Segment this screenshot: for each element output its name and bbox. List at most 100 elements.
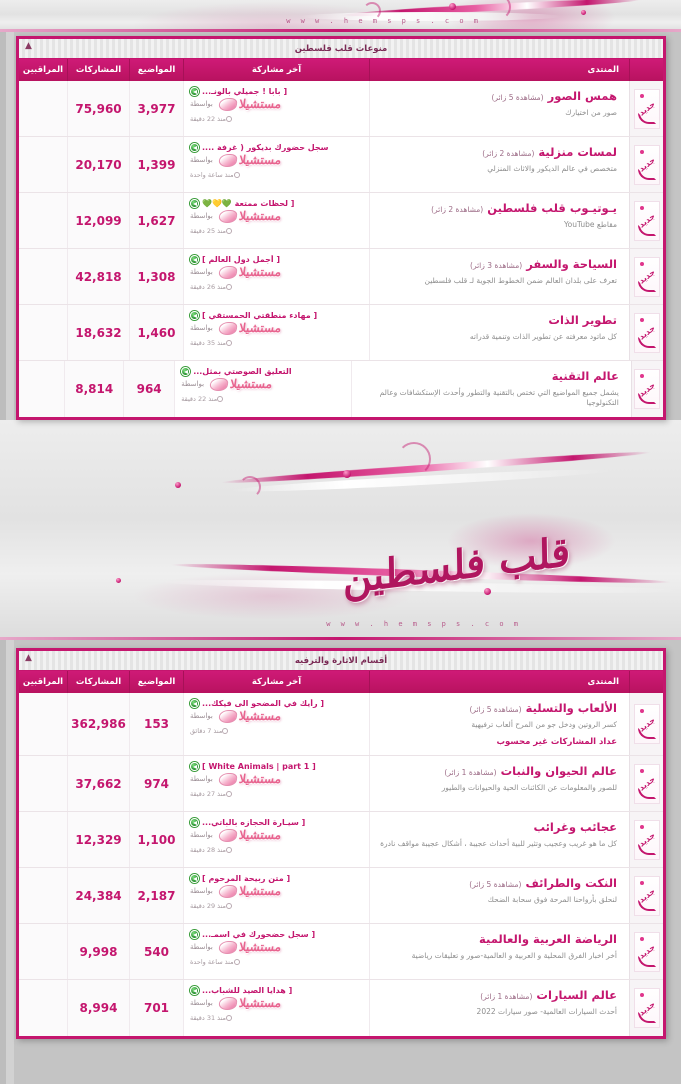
- topics-cell: 1,460: [129, 305, 183, 360]
- topics-cell: 701: [129, 980, 183, 1037]
- badge-dot: [639, 261, 644, 266]
- last-post-title[interactable]: [ رأيك في المضحو الى فيكك...: [202, 699, 325, 708]
- forum-description: أخر اخبار الفرق المحلية و العربية و العا…: [411, 950, 617, 960]
- forum-link[interactable]: عالم الحيوان والنبات (مشاهدة 1 زائر): [378, 764, 617, 780]
- last-post-username[interactable]: مستشيلا: [216, 265, 282, 279]
- last-post-title[interactable]: [ سيـارة الحجازه بالباتي...: [202, 818, 306, 828]
- forum-link[interactable]: لمسات منزلية (مشاهدة 2 زائر): [378, 145, 617, 161]
- forum-link[interactable]: تطوير الذات: [378, 313, 617, 329]
- last-post-title[interactable]: [ متن ربيحة المرحوم ]: [202, 874, 291, 884]
- last-post-username[interactable]: مستشيلا: [216, 153, 282, 167]
- header-forum[interactable]: المنتدى: [369, 671, 629, 693]
- collapse-icon[interactable]: ▲: [25, 653, 32, 663]
- last-post-title[interactable]: [ White Animals | part 1 ]: [202, 762, 316, 772]
- collapse-icon[interactable]: ▲: [25, 41, 32, 51]
- last-post-title-row: سجل حضورك بديكور ( غرفة ....: [190, 143, 361, 152]
- last-post-username[interactable]: مستشيلا: [207, 377, 273, 391]
- last-post-title[interactable]: سجل حضورك بديكور ( غرفة ....: [202, 143, 329, 152]
- new-posts-icon[interactable]: جديد: [633, 256, 660, 297]
- last-post-username[interactable]: مستشيلا: [216, 828, 282, 842]
- forum-link[interactable]: النكت والطرائف (مشاهدة 5 زائر): [378, 876, 617, 892]
- last-post-username[interactable]: مستشيلا: [216, 709, 282, 723]
- go-to-last-post-icon[interactable]: [190, 143, 199, 152]
- new-posts-icon[interactable]: جديد: [633, 144, 660, 185]
- new-posts-icon[interactable]: جديد: [633, 988, 660, 1029]
- topics-cell: 540: [129, 924, 183, 980]
- header-posts[interactable]: المشاركات: [67, 671, 129, 693]
- forum-status-cell: جديد: [629, 812, 663, 868]
- last-post-username[interactable]: مستشيلا: [216, 940, 282, 954]
- category-title-bar-2[interactable]: ▲ أقسام الاثارة والترفيه: [19, 651, 663, 671]
- last-post-title[interactable]: [ مهادء منطقتي الحمستقي ]: [202, 311, 318, 320]
- forum-link[interactable]: الألعاب والتسلية (مشاهدة 5 زائر): [378, 701, 617, 717]
- last-post-cell: [ رأيك في المضحو الى فيكك... بواسطة مستشيل…: [183, 693, 369, 756]
- last-post-username[interactable]: مستشيلا: [216, 209, 282, 223]
- last-post-title[interactable]: [ لحظات ممتعة 💚💛💚: [202, 199, 295, 208]
- forum-link[interactable]: يـوتيـوب قلب فلسطين (مشاهدة 2 زائر): [378, 201, 617, 217]
- forum-description: متخصص في عالم الديكور والاثاث المنزلي: [487, 163, 617, 173]
- last-post-time-text: منذ 25 دقيقة: [190, 227, 227, 235]
- go-to-last-post-icon[interactable]: [190, 874, 199, 884]
- forum-link[interactable]: عالم السيارات (مشاهدة 1 زائر): [378, 988, 617, 1004]
- forum-rows-2: جديد الألعاب والتسلية (مشاهدة 5 زائر) كسر …: [19, 693, 663, 1037]
- last-post-time: منذ ساعة واحدة: [190, 171, 361, 179]
- banner-dot: [116, 578, 121, 583]
- last-post-username[interactable]: مستشيلا: [216, 772, 282, 786]
- badge-swash: [637, 1012, 656, 1024]
- new-posts-icon[interactable]: جديد: [633, 931, 660, 972]
- header-forum[interactable]: المنتدى: [369, 59, 629, 81]
- go-to-last-post-icon[interactable]: [190, 818, 199, 828]
- new-posts-icon[interactable]: جديد: [633, 763, 660, 804]
- last-post-username[interactable]: مستشيلا: [216, 884, 282, 898]
- topics-count: 1,460: [137, 325, 176, 340]
- last-post-cell: [ لحظات ممتعة 💚💛💚 بواسطة مستشيلا منذ 25 دقي…: [183, 193, 369, 248]
- topics-cell: 1,399: [129, 137, 183, 192]
- new-posts-icon[interactable]: جديد: [633, 819, 660, 860]
- new-posts-icon[interactable]: جديد: [633, 200, 660, 241]
- header-topics[interactable]: المواضيع: [129, 671, 183, 693]
- last-post-time-text: منذ 27 دقيقة: [190, 790, 227, 799]
- last-post-title[interactable]: [ بابا ! جميلي بالونـ...: [202, 87, 288, 96]
- go-to-last-post-icon[interactable]: [190, 255, 199, 264]
- forum-link[interactable]: عالم التقنية: [360, 369, 619, 385]
- forum-row: جديد عجائب وغرائب كل ما هو غريب وعجيب وتث…: [19, 812, 663, 869]
- go-to-last-post-icon[interactable]: [190, 87, 199, 96]
- last-post-username[interactable]: مستشيلا: [216, 97, 282, 111]
- last-post-title-row: [ أجمل دول العالم ]: [190, 255, 361, 264]
- header-last-post[interactable]: آخر مشاركة: [183, 671, 369, 693]
- go-to-last-post-icon[interactable]: [190, 986, 199, 996]
- header-topics[interactable]: المواضيع: [129, 59, 183, 81]
- forum-link[interactable]: الرياضة العربية والعالمية: [378, 932, 617, 948]
- go-to-last-post-icon[interactable]: [181, 367, 191, 376]
- last-post-author-row: بواسطة مستشيلا: [190, 209, 361, 223]
- go-to-last-post-icon[interactable]: [190, 762, 199, 772]
- new-posts-icon[interactable]: جديد: [634, 369, 661, 409]
- last-post-username[interactable]: مستشيلا: [216, 996, 282, 1010]
- new-posts-icon[interactable]: جديد: [633, 704, 660, 744]
- last-post-title[interactable]: التعليق الصوصتي بمثل...: [193, 367, 292, 376]
- go-to-last-post-icon[interactable]: [190, 930, 199, 940]
- forum-link[interactable]: السياحة والسفر (مشاهدة 3 زائر): [378, 257, 617, 273]
- last-post-username[interactable]: مستشيلا: [216, 321, 282, 335]
- last-post-title[interactable]: [ أجمل دول العالم ]: [202, 255, 281, 264]
- new-posts-icon[interactable]: جديد: [633, 875, 660, 916]
- last-post-title[interactable]: [ سجل حضحورك في اسمـ...: [202, 930, 316, 940]
- header-moderators[interactable]: المراقبين: [22, 677, 64, 687]
- go-to-last-post-icon[interactable]: [190, 199, 199, 208]
- forum-link[interactable]: همس الصور (مشاهدة 5 زائر): [378, 89, 617, 105]
- forum-row: جديد همس الصور (مشاهدة 5 زائر) صور من اختي…: [19, 81, 663, 137]
- forum-viewing-count: (مشاهدة 2 زائر): [482, 149, 535, 158]
- category-title-bar-1[interactable]: ▲ منوعات قلب فلسطين: [19, 39, 663, 59]
- forum-link[interactable]: عجائب وغرائب: [378, 820, 617, 836]
- posts-count: 12,099: [75, 213, 122, 228]
- header-posts[interactable]: المشاركات: [67, 59, 129, 81]
- new-posts-icon[interactable]: جديد: [633, 88, 660, 129]
- header-moderators[interactable]: المراقبين: [22, 65, 64, 75]
- last-post-author-row: بواسطة مستشيلا: [190, 772, 361, 786]
- header-last-post[interactable]: آخر مشاركة: [183, 59, 369, 81]
- last-post-title[interactable]: [ هدايا الصيد للشباب...: [202, 986, 293, 996]
- new-posts-icon[interactable]: جديد: [633, 312, 660, 353]
- go-to-last-post-icon[interactable]: [190, 311, 199, 320]
- go-to-last-post-icon[interactable]: [190, 699, 199, 708]
- forum-viewing-count: (مشاهدة 1 زائر): [480, 992, 533, 1002]
